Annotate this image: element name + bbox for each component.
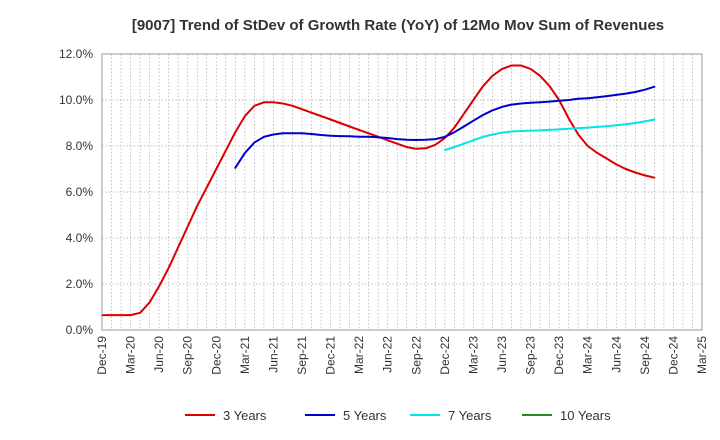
grid-lines bbox=[102, 53, 702, 330]
legend-label: 10 Years bbox=[560, 408, 611, 423]
x-tick-label: Mar-22 bbox=[352, 336, 366, 374]
plot-area-frame bbox=[101, 53, 703, 331]
legend-label: 7 Years bbox=[448, 408, 492, 423]
legend-label: 3 Years bbox=[223, 408, 267, 423]
x-tick-label: Mar-20 bbox=[124, 336, 138, 374]
legend-label: 5 Years bbox=[343, 408, 387, 423]
x-tick-label: Dec-22 bbox=[438, 336, 452, 375]
y-tick-label: 12.0% bbox=[59, 47, 93, 61]
x-tick-label: Jun-22 bbox=[381, 336, 395, 373]
x-tick-label: Mar-21 bbox=[238, 336, 252, 374]
x-tick-label: Sep-21 bbox=[295, 336, 309, 375]
axes: 0.0% 2.0% 4.0% 6.0% 8.0% 10.0% 12.0% Dec-19 Mar-… bbox=[59, 47, 709, 375]
y-tick-label: 6.0% bbox=[66, 185, 94, 199]
x-tick-label: Mar-24 bbox=[581, 336, 595, 374]
x-tick-label: Sep-23 bbox=[524, 336, 538, 375]
x-tick-label: Dec-19 bbox=[95, 336, 109, 375]
x-tick-label: Dec-20 bbox=[209, 336, 223, 375]
series-line bbox=[101, 64, 656, 317]
x-tick-label: Dec-21 bbox=[324, 336, 338, 375]
x-tick-label: Sep-24 bbox=[638, 336, 652, 375]
x-tick-label: Dec-23 bbox=[552, 336, 566, 375]
y-tick-label: 8.0% bbox=[66, 139, 94, 153]
y-tick-label: 4.0% bbox=[66, 231, 94, 245]
legend: 3 Years 5 Years 7 Years 10 Years bbox=[185, 408, 611, 423]
y-tick-label: 0.0% bbox=[66, 323, 94, 337]
x-tick-label: Mar-25 bbox=[695, 336, 709, 374]
y-tick-label: 2.0% bbox=[66, 277, 94, 291]
series-line bbox=[234, 85, 656, 169]
chart-title: [9007] Trend of StDev of Growth Rate (Yo… bbox=[132, 17, 664, 34]
x-tick-label: Jun-23 bbox=[495, 336, 509, 373]
x-tick-label: Jun-20 bbox=[152, 336, 166, 373]
series-line bbox=[443, 118, 656, 152]
x-tick-label: Sep-22 bbox=[409, 336, 423, 375]
y-tick-label: 10.0% bbox=[59, 93, 93, 107]
x-tick-label: Jun-24 bbox=[609, 336, 623, 373]
x-tick-label: Sep-20 bbox=[181, 336, 195, 375]
x-tick-label: Mar-23 bbox=[466, 336, 480, 374]
x-tick-label: Jun-21 bbox=[266, 336, 280, 373]
series-lines bbox=[101, 64, 656, 317]
x-tick-label: Dec-24 bbox=[666, 336, 680, 375]
